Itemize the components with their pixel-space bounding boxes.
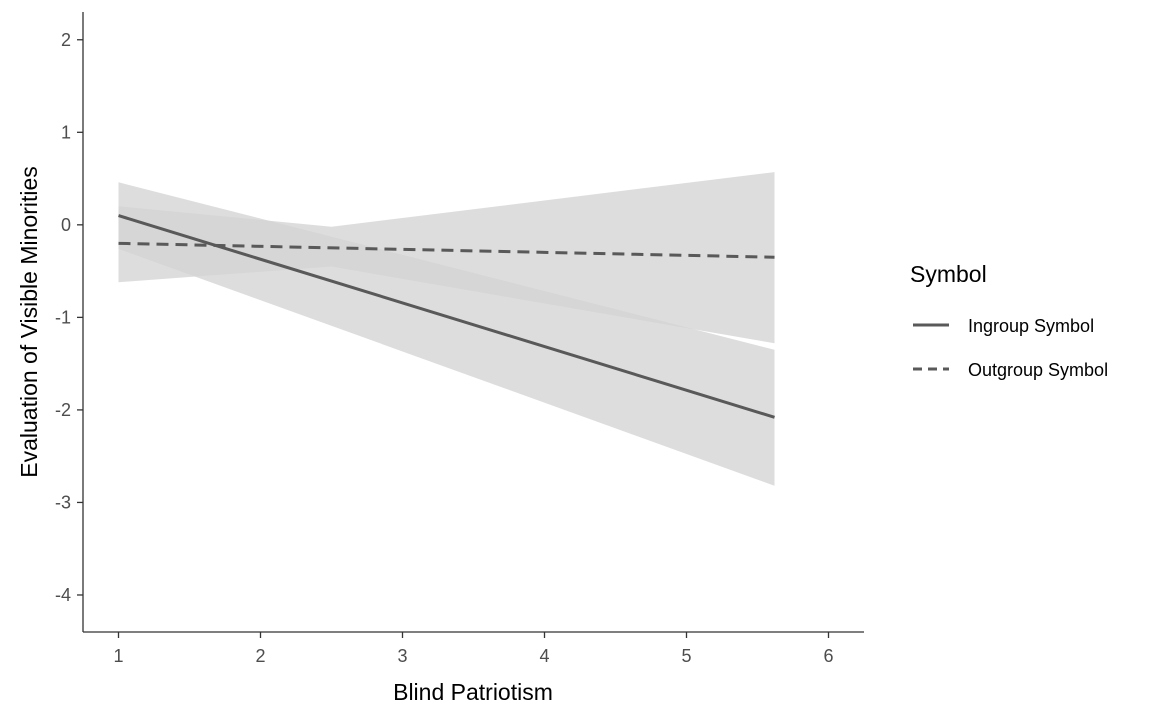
legend-label-outgroup-symbol: Outgroup Symbol (968, 360, 1108, 380)
ticks: 1 2 3 4 5 6 2 1 0 -1 -2 -3 -4 (55, 30, 834, 666)
x-tick-label-6: 6 (823, 646, 833, 666)
y-tick-label--3: -3 (55, 492, 71, 512)
ci-band-outgroup-symbol (118, 172, 775, 344)
x-tick-label-3: 3 (397, 646, 407, 666)
y-tick-label--2: -2 (55, 400, 71, 420)
axes (82, 12, 864, 633)
y-tick-label-2: 2 (61, 30, 71, 50)
series-line-outgroup-symbol (118, 241, 775, 259)
y-axis-title: Evaluation of Visible Minorities (16, 166, 42, 478)
x-tick-label-2: 2 (255, 646, 265, 666)
y-tick-label-0: 0 (61, 215, 71, 235)
y-tick-label-1: 1 (61, 122, 71, 142)
x-tick-label-4: 4 (539, 646, 549, 666)
series-line-ingroup-symbol (118, 214, 775, 419)
x-tick-label-5: 5 (681, 646, 691, 666)
legend: Symbol Ingroup Symbol Outgroup Symbol (910, 261, 1108, 380)
x-axis-title: Blind Patriotism (393, 679, 553, 705)
y-tick-label--1: -1 (55, 307, 71, 327)
legend-label-ingroup-symbol: Ingroup Symbol (968, 316, 1094, 336)
series-lines (118, 214, 775, 419)
x-tick-label-1: 1 (113, 646, 123, 666)
y-tick-label--4: -4 (55, 585, 71, 605)
confidence-bands (118, 172, 775, 486)
legend-title: Symbol (910, 261, 987, 287)
